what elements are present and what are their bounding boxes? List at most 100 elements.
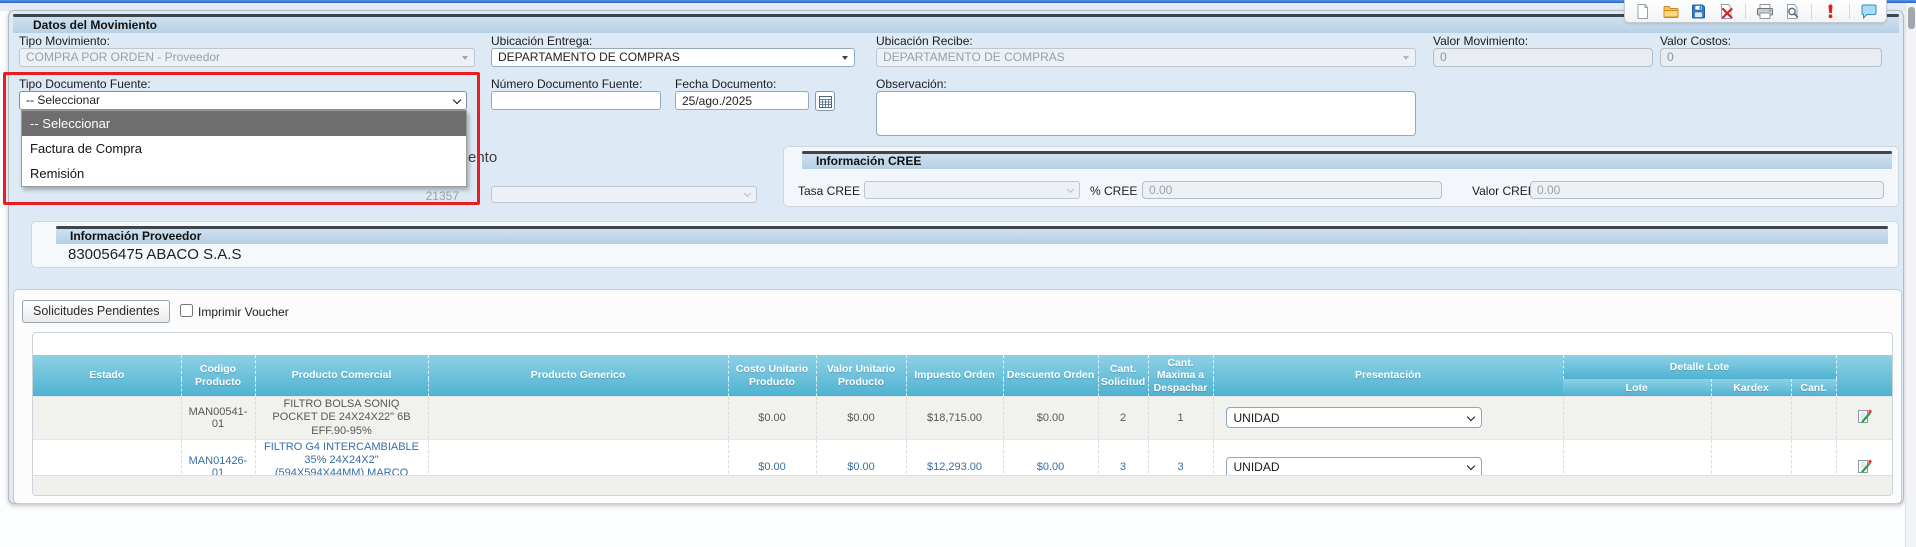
tipo-documento-fuente-select[interactable]: -- Seleccionar (19, 91, 467, 110)
cree-top-border (802, 151, 1892, 154)
cell-codigo: MAN00541-01 (180, 396, 255, 440)
cell-cant-maxima: 1 (1147, 396, 1213, 440)
ubicacion-entrega-label: Ubicación Entrega: (491, 34, 593, 48)
alert-icon[interactable] (1821, 2, 1840, 21)
ubicacion-entrega-select[interactable]: DEPARTAMENTO DE COMPRAS (491, 48, 855, 67)
productos-grid-container: Estado Codigo Producto Producto Comercia… (32, 332, 1893, 496)
cell-kardex (1710, 396, 1791, 440)
presentacion-select[interactable]: UNIDAD (1225, 407, 1482, 429)
open-folder-icon[interactable] (1661, 2, 1680, 21)
movimiento-panel: Datos del Movimiento Tipo Movimiento: CO… (8, 10, 1904, 504)
cell-impuesto-orden: $18,715.00 (905, 396, 1003, 440)
valor-movimiento-field: 0 (1433, 48, 1653, 67)
tipo-documento-fuente-value: -- Seleccionar (26, 93, 101, 107)
toolbar-separator (1849, 3, 1850, 19)
col-header-cant-solicitud: Cant. Solicitud (1097, 355, 1148, 397)
observacion-textarea[interactable] (876, 91, 1416, 136)
col-header-impuesto-orden: Impuesto Orden (905, 355, 1003, 397)
pct-cree-label: % CREE (1090, 184, 1138, 198)
fecha-documento-input[interactable] (675, 91, 809, 110)
imprimir-voucher-label: Imprimir Voucher (198, 305, 289, 319)
tipo-movimiento-label: Tipo Movimiento: (19, 34, 110, 48)
valor-cree-label: Valor CREE (1472, 184, 1536, 198)
cell-descuento-orden: $0.00 (1002, 396, 1098, 440)
ubicacion-recibe-select[interactable]: DEPARTAMENTO DE COMPRAS (876, 48, 1416, 67)
covered-section-text: ento (468, 149, 498, 166)
col-header-presentacion: Presentación (1212, 355, 1563, 397)
cell-valor-unitario: $0.00 (815, 396, 906, 440)
table-row: MAN00541-01 FILTRO BOLSA SONIQ POCKET DE… (33, 396, 1892, 440)
col-header-detalle-lote: Detalle Lote (1562, 355, 1837, 380)
dropdown-option-seleccionar[interactable]: -- Seleccionar (22, 111, 466, 136)
col-header-producto-generico: Producto Generico (427, 355, 728, 397)
vertical-scrollbar[interactable] (1905, 3, 1916, 547)
presentacion-select[interactable]: UNIDAD (1225, 456, 1482, 478)
col-header-descuento-orden: Descuento Orden (1002, 355, 1098, 397)
cell-cant-solicitud: 2 (1097, 396, 1148, 440)
action-toolbar (1624, 0, 1887, 23)
col-header-cant-maxima: Cant. Maxima a Despachar (1147, 355, 1213, 397)
tipo-documento-fuente-dropdown: -- Seleccionar Factura de Compra Remisió… (21, 110, 467, 187)
valor-costos-field: 0 (1660, 48, 1882, 67)
calendar-button[interactable] (815, 91, 835, 111)
chevron-down-icon (1403, 55, 1409, 60)
cell-producto-comercial: FILTRO BOLSA SONIQ POCKET DE 24X24X22" 6… (254, 396, 428, 440)
solicitudes-pendientes-button[interactable]: Solicitudes Pendientes (22, 300, 171, 323)
cell-producto-generico (427, 396, 728, 440)
observacion-label: Observación: (876, 77, 947, 91)
scrollbar-thumb[interactable] (1908, 7, 1915, 29)
chevron-down-icon (842, 55, 848, 60)
col-header-lote: Lote (1563, 379, 1711, 397)
chevron-down-icon (1066, 185, 1075, 193)
proveedor-top-border (56, 226, 1888, 229)
delete-document-icon[interactable] (1717, 2, 1736, 21)
page-background-strip (0, 3, 1916, 11)
dropdown-option-remision[interactable]: Remisión (30, 166, 85, 181)
informacion-cree-panel: Información CREE Tasa CREE % CREE 0.00 V… (783, 146, 1899, 207)
window-top-accent (0, 0, 1916, 3)
calendar-icon (818, 95, 832, 108)
valor-costos-label: Valor Costos: (1660, 34, 1732, 48)
numero-documento-fuente-input[interactable] (491, 91, 661, 110)
grid-footer (33, 475, 1892, 495)
tasa-cree-label: Tasa CREE (798, 184, 861, 198)
col-header-valor-unitario: Valor Unitario Producto (815, 355, 906, 397)
chevron-down-icon (1466, 412, 1475, 422)
solicitudes-panel: Solicitudes Pendientes Imprimir Voucher … (13, 289, 1902, 504)
valor-movimiento-label: Valor Movimiento: (1433, 34, 1529, 48)
document-number-field: 21357 (425, 189, 459, 203)
tipo-documento-fuente-label: Tipo Documento Fuente: (19, 77, 151, 91)
chevron-down-icon (462, 55, 468, 60)
cell-cant (1790, 396, 1837, 440)
cell-estado (33, 396, 181, 440)
ubicacion-entrega-value: DEPARTAMENTO DE COMPRAS (498, 50, 680, 64)
chevron-down-icon (452, 95, 462, 104)
edit-lote-button[interactable] (1857, 458, 1872, 474)
print-icon[interactable] (1755, 2, 1774, 21)
edit-note-icon (1857, 459, 1872, 473)
proveedor-title: Información Proveedor (56, 229, 1888, 244)
section-top-border (13, 14, 1899, 17)
dropdown-option-factura[interactable]: Factura de Compra (30, 141, 142, 156)
pct-cree-field: 0.00 (1142, 181, 1442, 199)
col-header-kardex: Kardex (1710, 379, 1791, 397)
cell-costo-unitario: $0.00 (727, 396, 816, 440)
imprimir-voucher-checkbox[interactable] (180, 304, 193, 317)
cree-title: Información CREE (802, 154, 1892, 169)
tipo-movimiento-select[interactable]: COMPRA POR ORDEN - Proveedor (19, 48, 475, 67)
col-header-producto-comercial: Producto Comercial (254, 355, 428, 397)
tasa-cree-select[interactable] (864, 181, 1080, 199)
documento-disabled-select[interactable] (491, 186, 757, 203)
save-icon[interactable] (1689, 2, 1708, 21)
ubicacion-recibe-label: Ubicación Recibe: (876, 34, 973, 48)
comment-icon[interactable] (1859, 2, 1878, 21)
preview-document-icon[interactable] (1783, 2, 1802, 21)
new-document-icon[interactable] (1633, 2, 1652, 21)
col-header-cant: Cant. (1790, 379, 1837, 397)
section-title: Datos del Movimiento (13, 17, 1899, 33)
edit-lote-button[interactable] (1857, 408, 1872, 424)
chevron-down-icon (1466, 461, 1475, 471)
col-header-codigo: Codigo Producto (180, 355, 255, 397)
chevron-down-icon (743, 189, 752, 198)
